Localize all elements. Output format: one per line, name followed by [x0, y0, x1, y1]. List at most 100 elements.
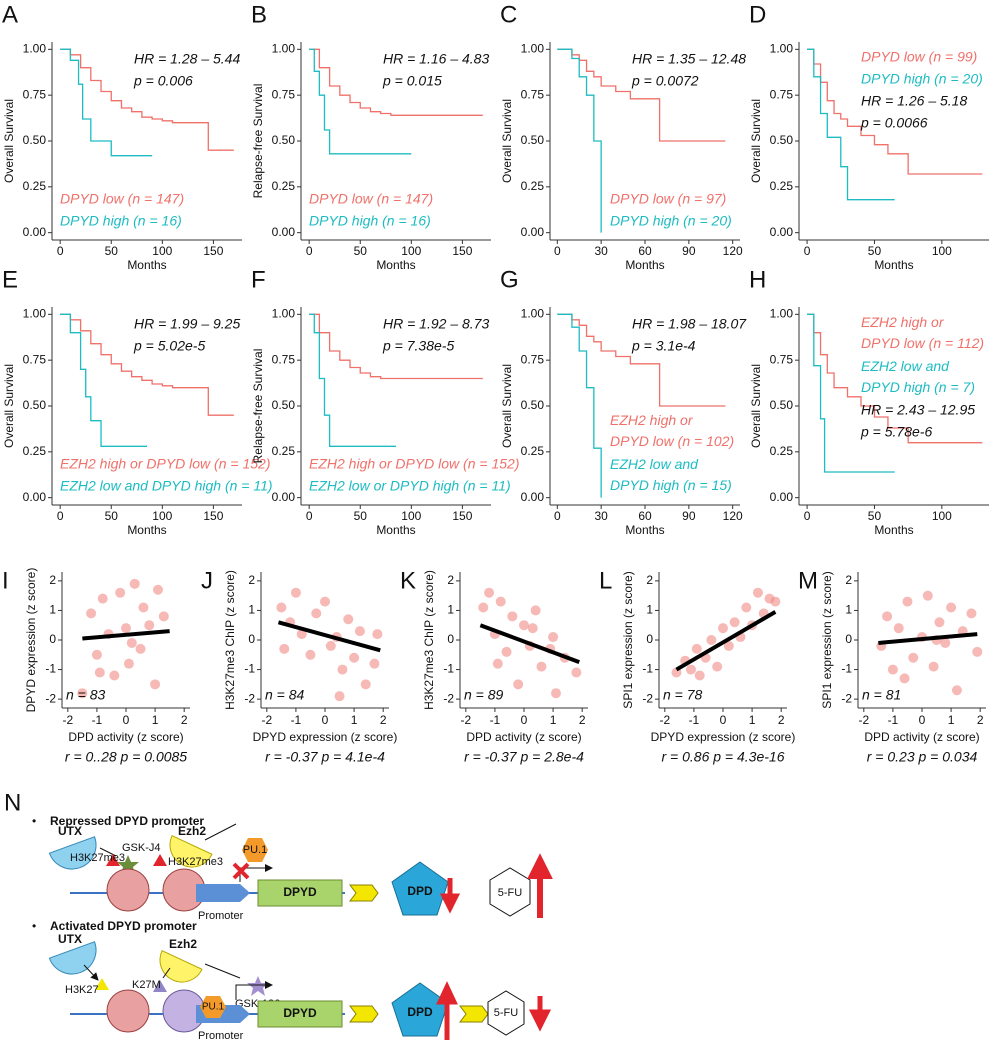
- x-tick-label: 100: [152, 244, 172, 258]
- legend-line: EZH2 low and: [610, 456, 702, 472]
- annotation: HR = 1.92 – 8.73: [383, 316, 489, 332]
- point: [513, 679, 524, 690]
- annotation: p = 5.02e-5: [133, 338, 205, 354]
- y-tick-label: 1: [49, 603, 56, 617]
- annotation: p = 0.0066: [860, 115, 928, 131]
- gene-label: DPYD: [283, 1006, 317, 1020]
- point: [908, 652, 919, 663]
- survival-panel: A 0.00 0.25 0.50 0.75 1.00 0 50 100 150 Months Over…: [2, 1, 242, 272]
- down-arrow: [528, 996, 552, 1032]
- y-tick-label: 0.00: [272, 490, 296, 504]
- y-tick-label: 0.50: [521, 133, 545, 147]
- fit-line: [878, 632, 978, 645]
- y-tick-label: 1.00: [23, 307, 47, 321]
- y-tick-label: 1.00: [770, 42, 794, 56]
- annotation: n = 84: [265, 687, 305, 703]
- scatter-panel: J -2 -1 0 1 2 -2 -1 0 1 2 n = 84 DPYD expression (z …: [201, 567, 397, 764]
- y-tick-label: 0: [845, 632, 852, 646]
- drug-label: 5-FU: [494, 1007, 519, 1019]
- point: [109, 670, 120, 681]
- y-tick-label: -2: [45, 691, 56, 705]
- point: [928, 661, 939, 672]
- mark-label: H3K27me3: [168, 856, 223, 868]
- legend-entry: DPYD low (n = 147): [60, 191, 184, 207]
- y-tick-label: 0.75: [521, 352, 545, 366]
- y-tick-label: 0.00: [272, 225, 296, 239]
- fit-line: [277, 620, 381, 653]
- x-tick-label: -1: [888, 713, 899, 727]
- annotation: r = -0.37 p = 2.8e-4: [464, 749, 584, 765]
- point: [882, 611, 893, 622]
- y-tick-label: -1: [642, 662, 653, 676]
- point: [527, 623, 538, 634]
- legend-line: EZH2 high or: [610, 412, 696, 428]
- point: [548, 632, 559, 643]
- y-tick-label: 0.50: [770, 398, 794, 412]
- point: [902, 596, 913, 607]
- x-tick-label: 150: [203, 509, 223, 523]
- x-axis-label: Months: [874, 523, 913, 537]
- utx-shape: [48, 836, 97, 870]
- point: [718, 623, 728, 634]
- panel-label: F: [251, 266, 266, 293]
- legend-entry: EZH2 high or DPYD low (n = 102): [610, 412, 734, 449]
- y-tick-label: 0.50: [770, 133, 794, 147]
- x-tick-label: -2: [659, 713, 670, 727]
- survival-curve: [60, 313, 147, 447]
- y-tick-label: -2: [244, 691, 255, 705]
- x-axis-label: DPD activity (z score): [864, 730, 979, 744]
- x-tick-label: 60: [638, 244, 652, 258]
- point: [153, 584, 163, 595]
- mark-triangle: [153, 980, 167, 992]
- y-axis-label: DPYD expression (z score): [24, 568, 38, 713]
- transcription-arrow: [235, 981, 273, 1000]
- inhibitor-label: GSK-J4: [122, 842, 161, 854]
- x-tick-label: 0: [57, 509, 64, 523]
- y-tick-label: 0.25: [272, 444, 296, 458]
- x-axis-label: Months: [127, 523, 166, 537]
- point: [501, 646, 512, 657]
- x-axis-label: DPD activity (z score): [466, 730, 581, 744]
- utx-label: UTX: [58, 824, 82, 838]
- y-tick-label: 0.25: [770, 179, 794, 193]
- panel-label: E: [2, 266, 18, 293]
- x-tick-label: 50: [354, 244, 368, 258]
- x-tick-label: -2: [62, 713, 73, 727]
- point: [290, 587, 301, 598]
- y-tick-label: -1: [244, 662, 255, 676]
- nucleosome: [106, 868, 150, 912]
- panel-label: A: [2, 1, 18, 28]
- section-title: Repressed DPYD promoter: [50, 814, 204, 828]
- point: [311, 608, 322, 619]
- x-tick-label: 1: [152, 713, 159, 727]
- y-axis-label: Overall Survival: [749, 99, 763, 183]
- annotation: HR = 1.35 – 12.48: [632, 51, 746, 67]
- y-tick-label: -1: [45, 662, 56, 676]
- mark-triangle: [95, 978, 109, 990]
- x-tick-label: 150: [452, 509, 472, 523]
- y-tick-label: 2: [248, 573, 255, 587]
- point: [691, 643, 702, 654]
- point: [369, 658, 380, 669]
- y-axis-label: Overall Survival: [500, 99, 514, 183]
- point: [723, 640, 734, 651]
- y-tick-label: 0: [646, 632, 653, 646]
- x-axis-label: Months: [127, 258, 166, 272]
- promoter-label: Promoter: [198, 910, 244, 922]
- y-tick-label: 0.00: [770, 490, 794, 504]
- panel-label: H: [749, 266, 766, 293]
- x-axis-label: Months: [625, 258, 664, 272]
- survival-curve: [557, 313, 726, 407]
- pu1-label: PU.1: [243, 844, 267, 856]
- x-tick-label: 0: [322, 713, 329, 727]
- legend-entry: DPYD low (n = 97): [610, 191, 726, 207]
- legend-line: DPYD low (n = 112): [861, 335, 984, 351]
- x-tick-label: 0: [123, 713, 130, 727]
- y-tick-label: 2: [646, 573, 653, 587]
- point: [123, 658, 134, 669]
- y-tick-label: 0.50: [23, 398, 47, 412]
- y-tick-label: 0.25: [23, 179, 47, 193]
- y-axis-label: Relapse-free Survival: [251, 349, 265, 464]
- panel-label: J: [201, 567, 213, 594]
- y-tick-label: 1.00: [521, 42, 545, 56]
